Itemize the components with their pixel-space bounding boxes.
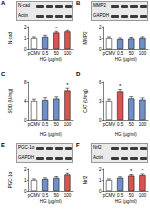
svg-text:100: 100 — [139, 193, 147, 198]
svg-text:2: 2 — [99, 25, 102, 30]
svg-text:2: 2 — [99, 167, 102, 172]
svg-text:3: 3 — [99, 99, 102, 104]
svg-text:HG (μg/ml): HG (μg/ml) — [40, 199, 63, 204]
svg-text:0.5: 0.5 — [42, 51, 49, 56]
svg-text:6: 6 — [99, 80, 102, 85]
html-text:N-cad: N-cad — [18, 3, 30, 8]
svg-text:50: 50 — [129, 122, 135, 127]
html-text:E: E — [1, 142, 5, 148]
svg-text:HG (μg/ml): HG (μg/ml) — [115, 57, 138, 62]
svg-text:HG (μg/ml): HG (μg/ml) — [40, 57, 63, 62]
svg-text:4: 4 — [24, 99, 27, 104]
html-text:D: D — [76, 71, 81, 77]
svg-text:2: 2 — [24, 167, 27, 172]
svg-text:1: 1 — [99, 36, 102, 41]
html-text:C: C — [1, 71, 6, 77]
svg-text:pCMV: pCMV — [28, 122, 41, 127]
html-text:GAPDH: GAPDH — [18, 154, 34, 160]
svg-text:HG (μg/ml): HG (μg/ml) — [40, 132, 63, 137]
svg-text:CAT (U/mg): CAT (U/mg) — [83, 89, 88, 113]
svg-text:pCMV: pCMV — [103, 193, 116, 198]
svg-text:*: * — [66, 167, 69, 173]
svg-text:0.5: 0.5 — [117, 51, 124, 56]
svg-text:*: * — [119, 83, 122, 89]
svg-text:pCMV: pCMV — [28, 51, 41, 56]
svg-text:1: 1 — [24, 36, 27, 41]
svg-text:SOD (U/mg): SOD (U/mg) — [8, 88, 13, 113]
svg-text:50: 50 — [54, 193, 60, 198]
svg-text:100: 100 — [64, 122, 72, 127]
svg-text:100: 100 — [64, 193, 72, 198]
html-text:F: F — [76, 142, 80, 148]
svg-text:0: 0 — [24, 189, 27, 194]
svg-text:HG (μg/ml): HG (μg/ml) — [115, 199, 138, 204]
html-text:B: B — [76, 0, 81, 6]
svg-text:0.5: 0.5 — [117, 122, 124, 127]
svg-text:0: 0 — [99, 47, 102, 52]
svg-text:100: 100 — [64, 51, 72, 56]
html-text:Actin: Actin — [18, 12, 28, 18]
html-text:Nrf2: Nrf2 — [93, 145, 102, 150]
svg-text:pCMV: pCMV — [28, 193, 41, 198]
svg-text:MMP2: MMP2 — [83, 31, 88, 44]
svg-text:HG (μg/ml): HG (μg/ml) — [115, 132, 138, 137]
svg-text:0: 0 — [24, 47, 27, 52]
svg-text:*: * — [130, 168, 133, 174]
svg-text:0: 0 — [99, 189, 102, 194]
svg-text:100: 100 — [139, 51, 147, 56]
html-text:Actin: Actin — [93, 154, 103, 160]
svg-text:0.5: 0.5 — [42, 193, 49, 198]
svg-text:50: 50 — [129, 51, 135, 56]
svg-text:100: 100 — [139, 122, 147, 127]
html-text:GAPDH: GAPDH — [93, 12, 109, 18]
svg-text:50: 50 — [129, 193, 135, 198]
svg-text:pCMV: pCMV — [103, 122, 116, 127]
svg-text:50: 50 — [54, 51, 60, 56]
svg-text:50: 50 — [54, 122, 60, 127]
svg-text:*: * — [66, 82, 69, 88]
svg-text:*: * — [66, 24, 69, 30]
svg-text:*: * — [55, 25, 58, 31]
svg-text:N-cad: N-cad — [8, 32, 13, 45]
svg-text:PGC-1α: PGC-1α — [8, 171, 13, 188]
html-text:PGC-1α: PGC-1α — [18, 145, 35, 150]
svg-text:pCMV: pCMV — [103, 51, 116, 56]
html-text:A: A — [1, 0, 6, 6]
svg-text:1: 1 — [99, 178, 102, 183]
svg-text:1: 1 — [24, 178, 27, 183]
svg-text:2: 2 — [24, 25, 27, 30]
svg-text:0: 0 — [24, 118, 27, 123]
svg-text:0.5: 0.5 — [117, 193, 124, 198]
svg-text:Nrf2: Nrf2 — [83, 175, 88, 184]
svg-text:0: 0 — [99, 118, 102, 123]
html-text:MMP2: MMP2 — [93, 3, 106, 8]
svg-text:0.5: 0.5 — [42, 122, 49, 127]
svg-text:*: * — [141, 167, 144, 173]
svg-text:8: 8 — [24, 80, 27, 85]
